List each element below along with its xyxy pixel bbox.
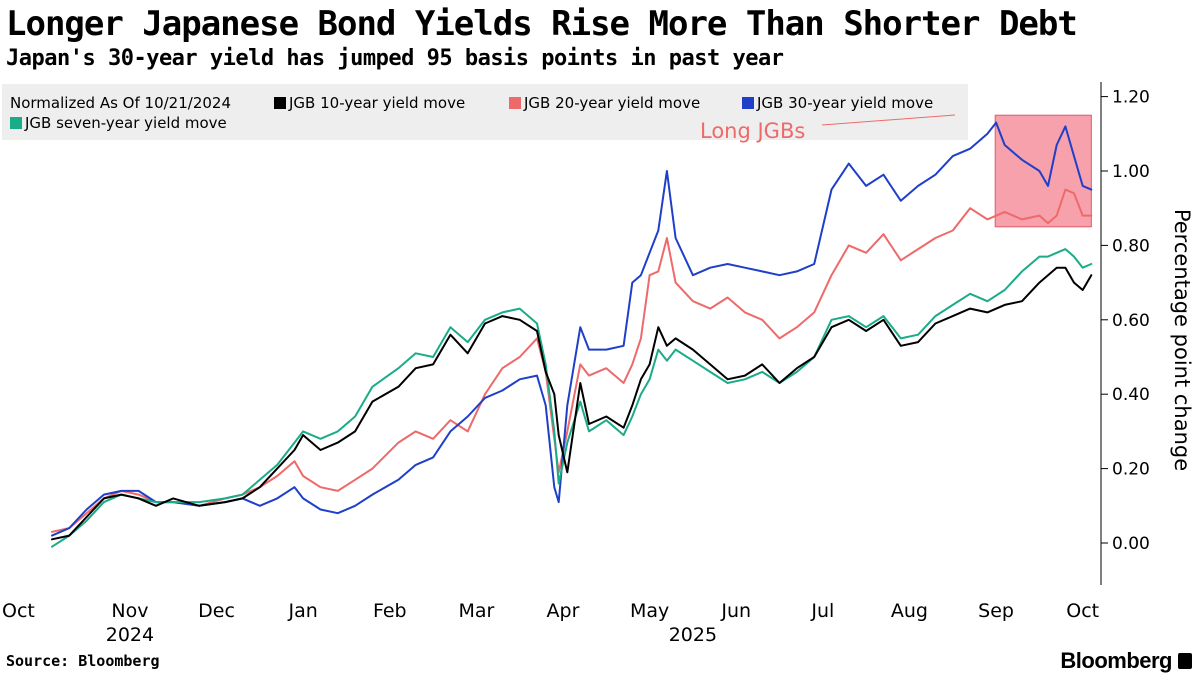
y-axis-title: Percentage point change: [1170, 209, 1194, 471]
chart-title: Longer Japanese Bond Yields Rise More Th…: [6, 4, 1078, 44]
x-tick-label: Jan: [288, 600, 318, 622]
long-jgbs-annotation: Long JGBs: [700, 119, 805, 143]
legend-swatch-jgb7: [10, 117, 22, 129]
legend-swatch-jgb30: [742, 97, 754, 109]
source-note: Source: Bloomberg: [6, 652, 160, 670]
legend-label-jgb7: JGB seven-year yield move: [24, 114, 227, 132]
legend-label-jgb20: JGB 20-year yield move: [523, 94, 700, 112]
x-tick-label: Oct: [1066, 600, 1099, 622]
brand-name: Bloomberg: [1060, 648, 1172, 673]
legend-background: [2, 84, 968, 140]
legend-title: Normalized As Of 10/21/2024: [10, 94, 231, 112]
y-tick-label: 0.40: [1112, 385, 1150, 405]
x-tick-label: Jun: [720, 600, 751, 622]
chart-subtitle: Japan's 30-year yield has jumped 95 basi…: [6, 46, 784, 71]
series-line-jgb7: [51, 248, 1093, 548]
y-tick-label: 0.80: [1112, 236, 1150, 256]
y-tick-label: 0.60: [1112, 311, 1150, 331]
legend-swatch-jgb10: [274, 97, 286, 109]
legend-label-jgb10: JGB 10-year yield move: [288, 94, 465, 112]
x-tick-label: Nov: [111, 600, 148, 622]
x-year-label: 2025: [669, 624, 717, 646]
x-tick-label: May: [630, 600, 669, 622]
x-tick-label: Dec: [198, 600, 235, 622]
series-line-jgb10: [51, 266, 1093, 541]
x-tick-label: Oct: [2, 600, 35, 622]
x-tick-label: Sep: [978, 600, 1014, 622]
legend-label-jgb30: JGB 30-year yield move: [756, 94, 933, 112]
series-line-jgb20: [51, 188, 1093, 533]
x-tick-label: Aug: [891, 600, 928, 622]
y-tick-label: 1.20: [1112, 88, 1150, 108]
y-tick-label: 1.00: [1112, 162, 1150, 182]
x-tick-label: Feb: [373, 600, 407, 622]
y-tick-label: 0.00: [1112, 534, 1150, 554]
y-tick-label: 0.20: [1112, 460, 1150, 480]
x-year-label: 2024: [106, 624, 154, 646]
long-jgbs-highlight-box: [994, 114, 1092, 228]
x-tick-label: Apr: [547, 600, 580, 622]
bloomberg-mark-icon: [1178, 653, 1192, 669]
bloomberg-logo: Bloomberg: [1060, 648, 1192, 674]
x-tick-label: Jul: [810, 600, 834, 622]
x-tick-label: Mar: [458, 600, 494, 622]
series-line-jgb30: [51, 121, 1093, 537]
legend-swatch-jgb20: [509, 97, 521, 109]
long-jgbs-annotation-pointer: [821, 114, 956, 126]
